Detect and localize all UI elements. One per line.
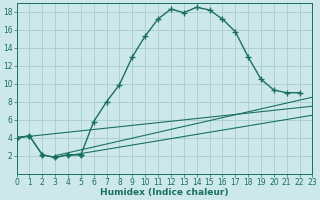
X-axis label: Humidex (Indice chaleur): Humidex (Indice chaleur) [100, 188, 229, 197]
